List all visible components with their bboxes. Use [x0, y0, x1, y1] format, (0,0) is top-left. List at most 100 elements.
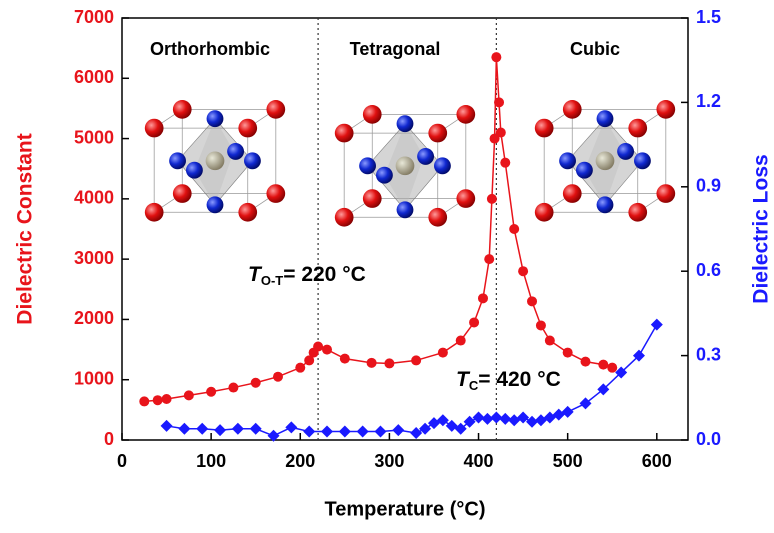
data-point	[509, 224, 520, 234]
y-tick-label: 6000	[74, 67, 114, 87]
data-point	[436, 414, 449, 427]
data-point	[214, 424, 227, 437]
data-point	[491, 52, 502, 63]
data-point	[338, 425, 351, 438]
data-point	[160, 419, 173, 432]
data-point	[304, 355, 315, 366]
data-point	[463, 415, 476, 428]
data-point	[477, 293, 488, 304]
data-point	[313, 341, 324, 352]
data-point	[231, 422, 244, 435]
orthorhombic-cell	[144, 99, 286, 223]
data-point	[206, 386, 217, 397]
data-point	[517, 411, 530, 424]
data-point	[250, 377, 261, 388]
phase-label: Tetragonal	[350, 39, 441, 59]
data-point	[534, 414, 547, 427]
data-point	[544, 335, 555, 346]
data-point	[178, 422, 191, 435]
data-point	[562, 347, 573, 358]
x-axis-label: Temperature (°C)	[325, 498, 486, 520]
data-point	[490, 411, 503, 424]
series-line	[166, 324, 658, 437]
y-tick-label: 3000	[74, 248, 114, 268]
phase-label: Orthorhombic	[150, 39, 270, 59]
data-point	[427, 417, 440, 430]
data-point	[499, 412, 512, 425]
y2-tick-label: 0.3	[696, 344, 721, 364]
data-point	[632, 349, 645, 362]
x-tick-label: 400	[464, 451, 494, 471]
data-point	[303, 425, 316, 438]
y2-tick-label: 1.5	[696, 7, 721, 27]
annotation-subscript: C	[469, 378, 479, 393]
data-point	[494, 97, 505, 108]
x-tick-label: 200	[285, 451, 315, 471]
data-point	[321, 425, 334, 438]
data-point	[489, 133, 500, 144]
data-point	[419, 422, 432, 435]
data-point	[500, 157, 511, 168]
data-point	[374, 425, 387, 438]
y-axis-label: Dielectric Constant	[14, 133, 37, 324]
data-point	[526, 415, 539, 428]
data-point	[561, 405, 574, 418]
data-point	[579, 397, 592, 410]
y-tick-label: 4000	[74, 188, 114, 208]
x-tick-label: 500	[553, 451, 583, 471]
data-point	[411, 355, 422, 366]
x-tick-label: 600	[642, 451, 672, 471]
data-point	[392, 424, 405, 437]
annotation-symbol: T	[456, 368, 471, 391]
data-point	[597, 383, 610, 396]
data-point	[410, 426, 423, 439]
phase-label: Cubic	[570, 39, 620, 59]
y2-tick-label: 1.2	[696, 91, 721, 111]
data-point	[650, 318, 663, 331]
data-point	[183, 390, 194, 401]
data-point	[472, 411, 485, 424]
data-point	[527, 296, 538, 307]
data-point	[445, 419, 458, 432]
data-point	[552, 408, 565, 421]
data-point	[580, 356, 591, 367]
y2-tick-label: 0.9	[696, 176, 721, 196]
data-point	[484, 254, 495, 265]
data-point	[295, 362, 306, 373]
annotation-subscript: O-T	[261, 273, 283, 288]
data-point	[356, 425, 369, 438]
data-point	[454, 422, 467, 435]
y2-tick-label: 0.0	[696, 429, 721, 449]
y2-tick-label: 0.6	[696, 260, 721, 280]
data-point	[598, 359, 609, 370]
y-tick-label: 1000	[74, 368, 114, 388]
data-point	[152, 395, 163, 406]
data-point	[228, 382, 239, 393]
tetragonal-cell	[334, 104, 476, 228]
data-point	[384, 358, 395, 369]
data-point	[615, 366, 628, 379]
y2-axis-label: Dielectric Loss	[750, 154, 773, 303]
data-point	[543, 411, 556, 424]
data-point	[535, 320, 546, 331]
x-tick-label: 0	[117, 451, 127, 471]
annotation: TC= 420 °C	[456, 368, 561, 394]
data-point	[161, 394, 172, 405]
y-tick-label: 7000	[74, 7, 114, 27]
y-tick-label: 2000	[74, 308, 114, 328]
y-tick-label: 5000	[74, 127, 114, 147]
annotation-text: = 220 °C	[283, 263, 366, 286]
x-tick-label: 100	[196, 451, 226, 471]
data-point	[267, 429, 280, 442]
data-point	[139, 396, 150, 407]
annotation-symbol: T	[248, 263, 263, 286]
data-point	[437, 347, 448, 358]
data-point	[272, 371, 283, 382]
data-point	[249, 422, 262, 435]
y-tick-label: 0	[104, 429, 114, 449]
cubic-cell	[534, 99, 676, 223]
data-point	[481, 412, 494, 425]
data-point	[196, 422, 209, 435]
data-point	[469, 317, 480, 328]
